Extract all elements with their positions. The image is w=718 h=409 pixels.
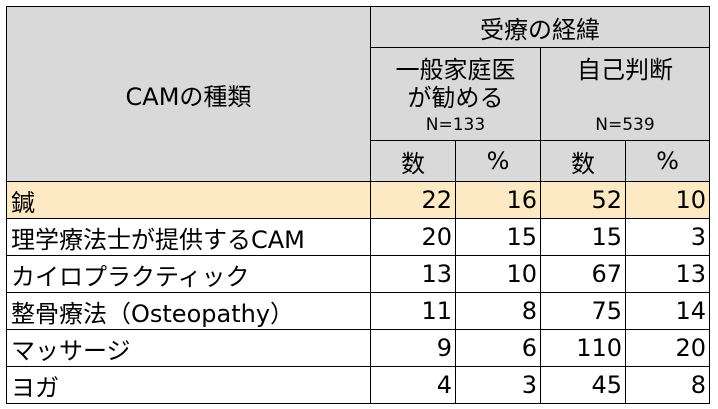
percent-header: % [625,140,710,182]
cell-value: 11 [370,292,456,330]
table-row: 鍼 22 16 52 10 [6,181,710,219]
cell-value: 20 [370,218,456,256]
cell-value: 75 [540,292,626,330]
cell-value: 20 [625,329,710,367]
row-label: 整骨療法（Osteopathy） [6,292,371,330]
treatment-route-header: 受療の経緯 [370,6,710,48]
cam-table: CAMの種類 受療の経緯 一般家庭医 が勧める N=133 自己判断 N=539… [6,6,710,404]
row-label: 鍼 [6,181,371,219]
cell-value: 14 [625,292,710,330]
cell-value: 15 [540,218,626,256]
count-header: 数 [370,140,456,182]
self-judgement-header: 自己判断 N=539 [540,47,710,141]
gp-recommended-title-1: 一般家庭医 [395,56,516,84]
row-label: 理学療法士が提供するCAM [6,218,371,256]
cell-value: 13 [370,255,456,293]
cell-value: 13 [625,255,710,293]
cell-value: 10 [455,255,541,293]
count-header: 数 [540,140,626,182]
percent-header: % [455,140,541,182]
gp-recommended-title-2: が勧める [407,84,504,112]
row-label: カイロプラクティック [6,255,371,293]
table-row: ヨガ 4 3 45 8 [6,366,710,404]
cell-value: 52 [540,181,626,219]
self-judgement-title: 自己判断 [577,56,673,84]
cell-value: 4 [370,366,456,404]
cell-value: 16 [455,181,541,219]
cell-value: 6 [455,329,541,367]
row-label: ヨガ [6,366,371,404]
cell-value: 10 [625,181,710,219]
table-row: 理学療法士が提供するCAM 20 15 15 3 [6,218,710,256]
cell-value: 15 [455,218,541,256]
cell-value: 22 [370,181,456,219]
cell-value: 67 [540,255,626,293]
table-row: 整骨療法（Osteopathy） 11 8 75 14 [6,292,710,330]
cell-value: 9 [370,329,456,367]
cell-value: 3 [625,218,710,256]
cell-value: 45 [540,366,626,404]
self-judgement-n: N=539 [595,115,655,135]
cell-value: 8 [625,366,710,404]
table-row: カイロプラクティック 13 10 67 13 [6,255,710,293]
gp-recommended-header: 一般家庭医 が勧める N=133 [370,47,541,141]
cell-value: 110 [540,329,626,367]
table-row: マッサージ 9 6 110 20 [6,329,710,367]
gp-recommended-n: N=133 [425,115,486,135]
cell-value: 3 [455,366,541,404]
cell-value: 8 [455,292,541,330]
row-label: マッサージ [6,329,371,367]
cam-type-header: CAMの種類 [6,6,371,182]
